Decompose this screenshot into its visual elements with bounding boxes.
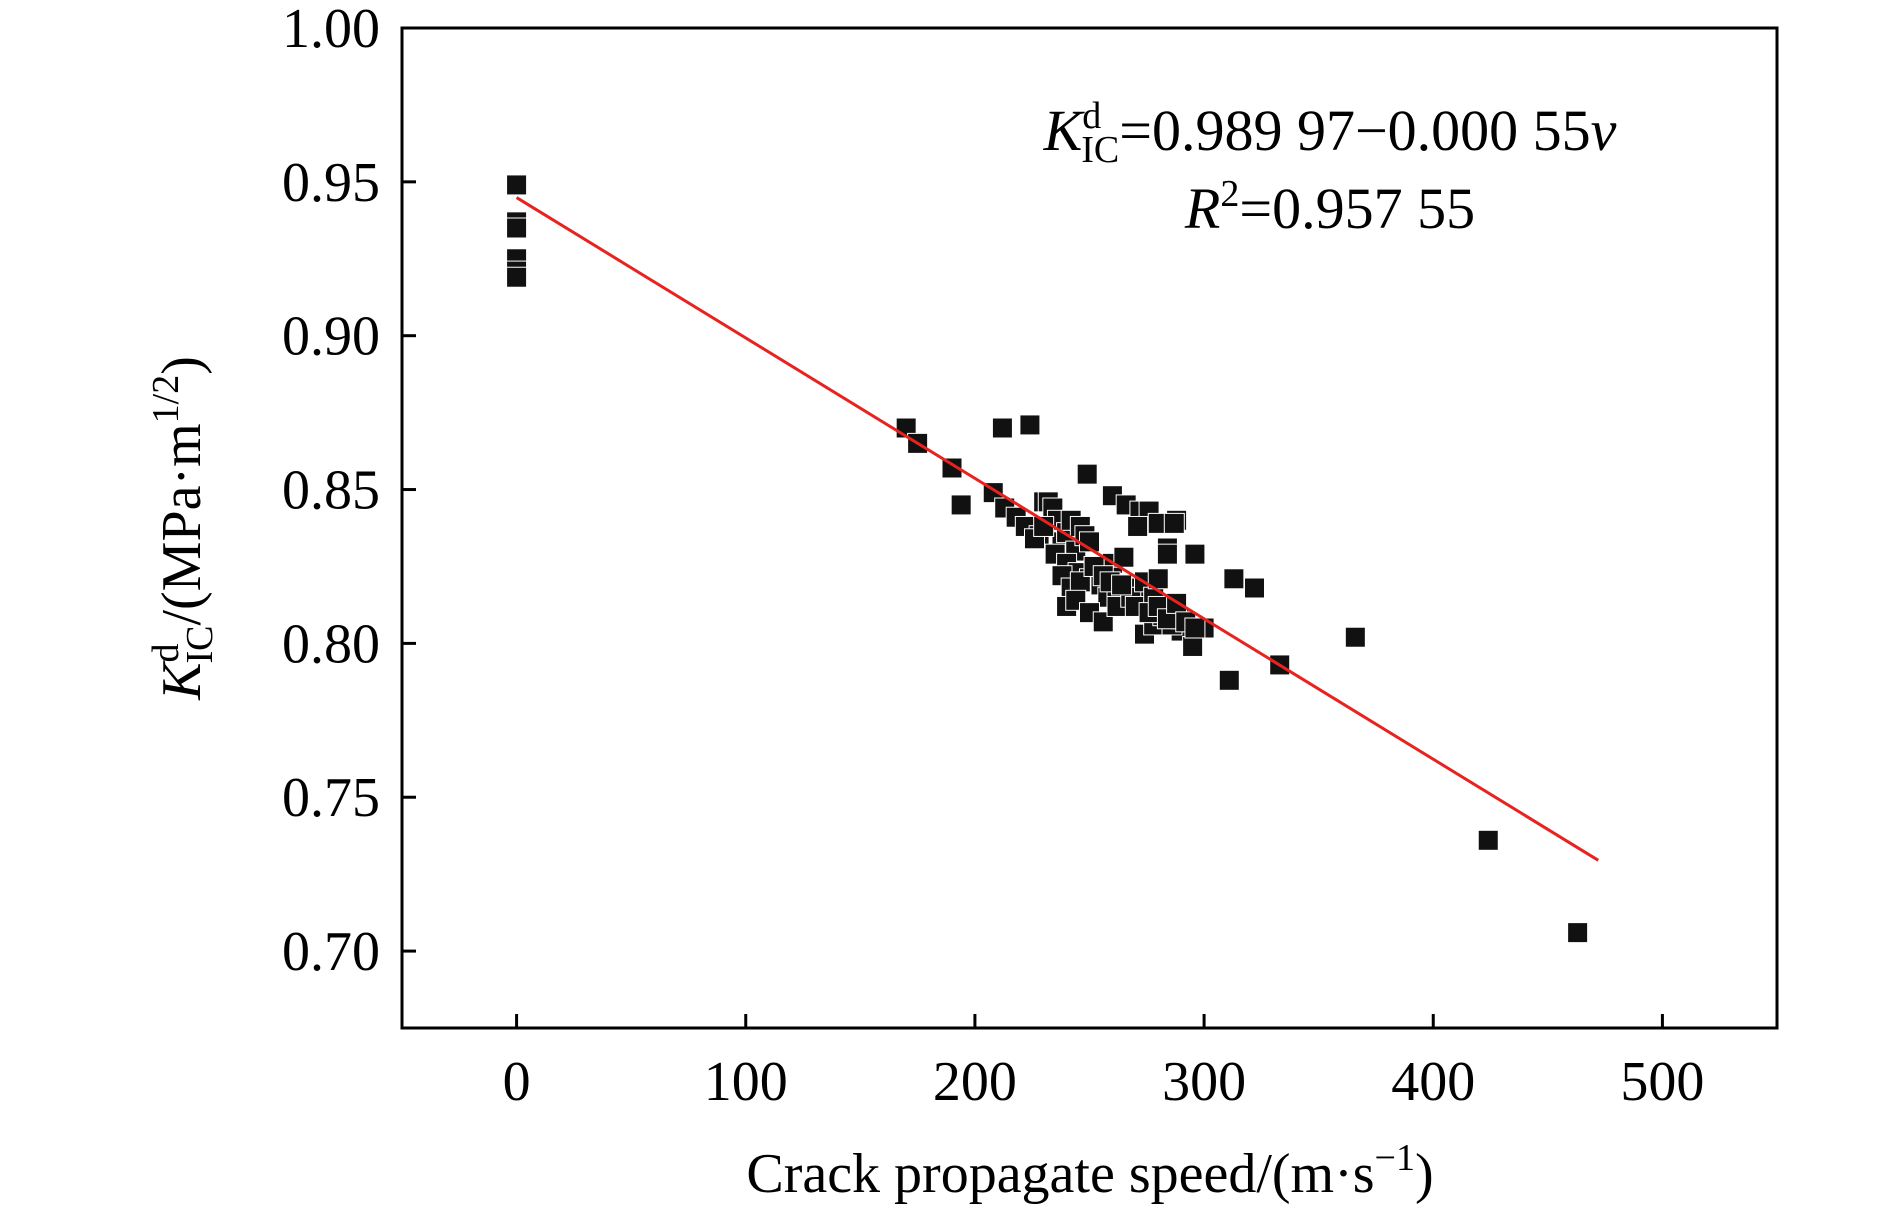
data-point [1184,617,1206,639]
data-point [1344,626,1366,648]
data-point [1223,568,1245,590]
y-tick-label: 0.90 [282,306,380,368]
data-point [1113,546,1135,568]
x-tick-label: 100 [704,1051,788,1113]
y-axis-ticks: 0.70 0.75 0.80 0.85 0.90 0.95 1.00 [282,0,416,983]
data-point [506,217,528,239]
data-point [1218,669,1240,691]
x-axis-label: Crack propagate speed/(m·s−1) [746,1137,1433,1205]
y-tick-label: 1.00 [282,0,380,60]
plot-frame [400,26,1779,1030]
data-point [1127,515,1149,537]
data-point [1076,463,1098,485]
data-point [991,417,1013,439]
data-point [1147,568,1169,590]
x-tick-label: 400 [1391,1051,1475,1113]
x-tick-label: 500 [1620,1051,1704,1113]
data-point [506,174,528,196]
data-point [1244,577,1265,599]
x-tick-label: 300 [1162,1051,1246,1113]
data-point [1156,543,1178,565]
data-point [1111,574,1133,596]
data-point [1019,414,1041,436]
y-tick-label: 0.85 [282,460,380,522]
data-point [1477,829,1499,851]
r-squared: R2=0.957 55 [1184,173,1475,241]
fit-equation: Kd IC=0.989 97−0.000 55v [1043,95,1617,171]
data-point [950,494,972,516]
x-axis-ticks: 0 100 200 300 400 500 [503,1014,1704,1113]
x-tick-label: 200 [933,1051,1017,1113]
y-tick-label: 0.75 [282,767,380,829]
data-point [1567,922,1589,944]
y-axis-label: KdIC/(MPa·m1/2) [145,356,221,701]
y-tick-label: 0.70 [282,921,380,983]
y-tick-label: 0.80 [282,613,380,675]
data-point [1163,512,1185,534]
data-point [1184,543,1206,565]
data-point [1182,635,1204,657]
x-tick-label: 0 [503,1051,531,1113]
y-tick-label: 0.95 [282,152,380,214]
data-point [506,266,528,288]
regression-line [515,196,1600,862]
